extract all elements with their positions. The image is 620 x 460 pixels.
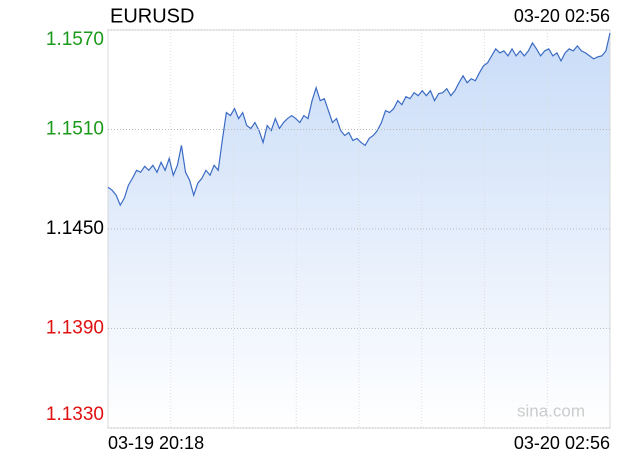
y-tick-label: 1.1450 [46,218,104,239]
x-tick-label: 03-19 20:18 [108,433,204,453]
y-tick-label: 1.1570 [46,29,104,50]
y-tick-label: 1.1330 [46,404,104,425]
watermark: sina.com [517,401,585,420]
area [108,32,610,429]
y-tick-label: 1.1510 [46,119,104,140]
chart-title: EURUSD [110,5,194,27]
x-tick-label: 03-20 02:56 [514,433,610,453]
y-tick-label: 1.1390 [46,318,104,339]
timestamp: 03-20 02:56 [514,6,610,26]
price-line [107,32,611,207]
